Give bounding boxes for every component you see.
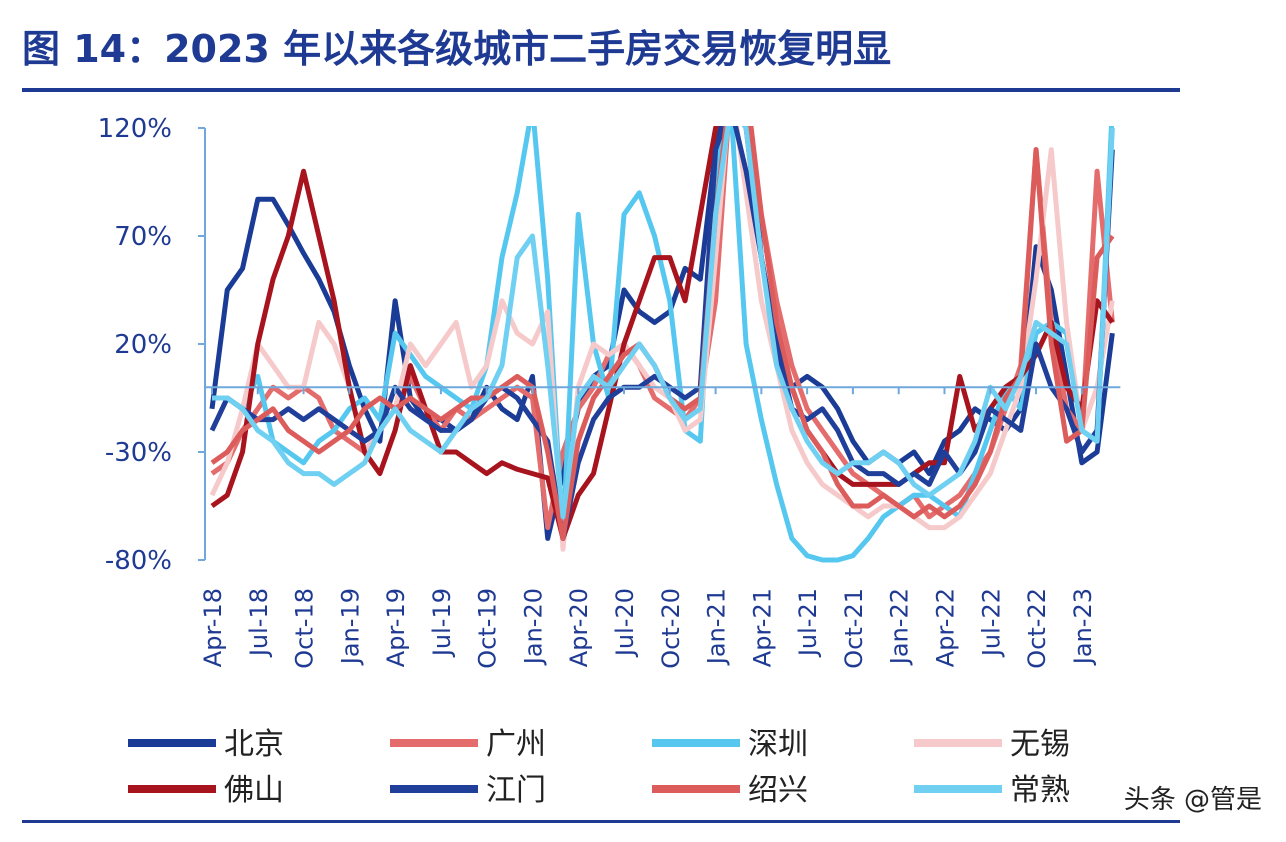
x-tick-label: Jan-21 <box>703 588 731 666</box>
chart-title: 图 14：2023 年以来各级城市二手房交易恢复明显 <box>22 27 891 71</box>
legend-label: 深圳 <box>748 727 808 762</box>
x-tick-label: Jan-20 <box>519 588 547 666</box>
x-tick-label: Apr-19 <box>382 588 410 667</box>
x-tick-label: Jan-19 <box>336 588 364 666</box>
x-tick-label: Oct-22 <box>1023 588 1051 669</box>
y-tick-label: 120% <box>98 114 172 144</box>
x-tick-label: Apr-18 <box>199 588 227 667</box>
x-tick-label: Oct-21 <box>840 588 868 669</box>
legend-label: 常熟 <box>1010 773 1070 808</box>
plot-lines <box>209 126 1115 563</box>
x-tick-label: Jul-20 <box>611 588 639 658</box>
x-tick-label: Jan-23 <box>1069 588 1097 666</box>
y-tick-label: -80% <box>105 546 172 576</box>
x-tick-label: Apr-20 <box>565 588 593 667</box>
bottom-rule <box>22 820 1180 823</box>
watermark: 头条 @管是 <box>1124 785 1262 815</box>
x-tick-label: Oct-19 <box>474 588 502 669</box>
x-tick-label: Apr-22 <box>931 588 959 667</box>
x-tick-label: Oct-18 <box>291 588 319 669</box>
x-tick-label: Jul-19 <box>428 588 456 658</box>
x-tick-label: Jul-21 <box>794 588 822 658</box>
y-tick-label: 70% <box>114 222 172 252</box>
y-tick-label: -30% <box>105 438 172 468</box>
legend-label: 北京 <box>224 727 284 762</box>
legend-label: 广州 <box>486 727 546 762</box>
legend-label: 绍兴 <box>748 773 808 808</box>
x-tick-label: Jul-22 <box>977 588 1005 658</box>
legend-label: 无锡 <box>1010 727 1070 762</box>
x-tick-label: Apr-21 <box>748 588 776 667</box>
title-rule <box>22 88 1180 92</box>
x-tick-label: Oct-20 <box>657 588 685 669</box>
legend-label: 佛山 <box>224 773 284 808</box>
x-tick-label: Jul-18 <box>245 588 273 658</box>
legend-label: 江门 <box>486 773 546 808</box>
series-line <box>212 126 1115 520</box>
y-tick-label: 20% <box>114 330 172 360</box>
x-tick-label: Jan-22 <box>886 588 914 666</box>
